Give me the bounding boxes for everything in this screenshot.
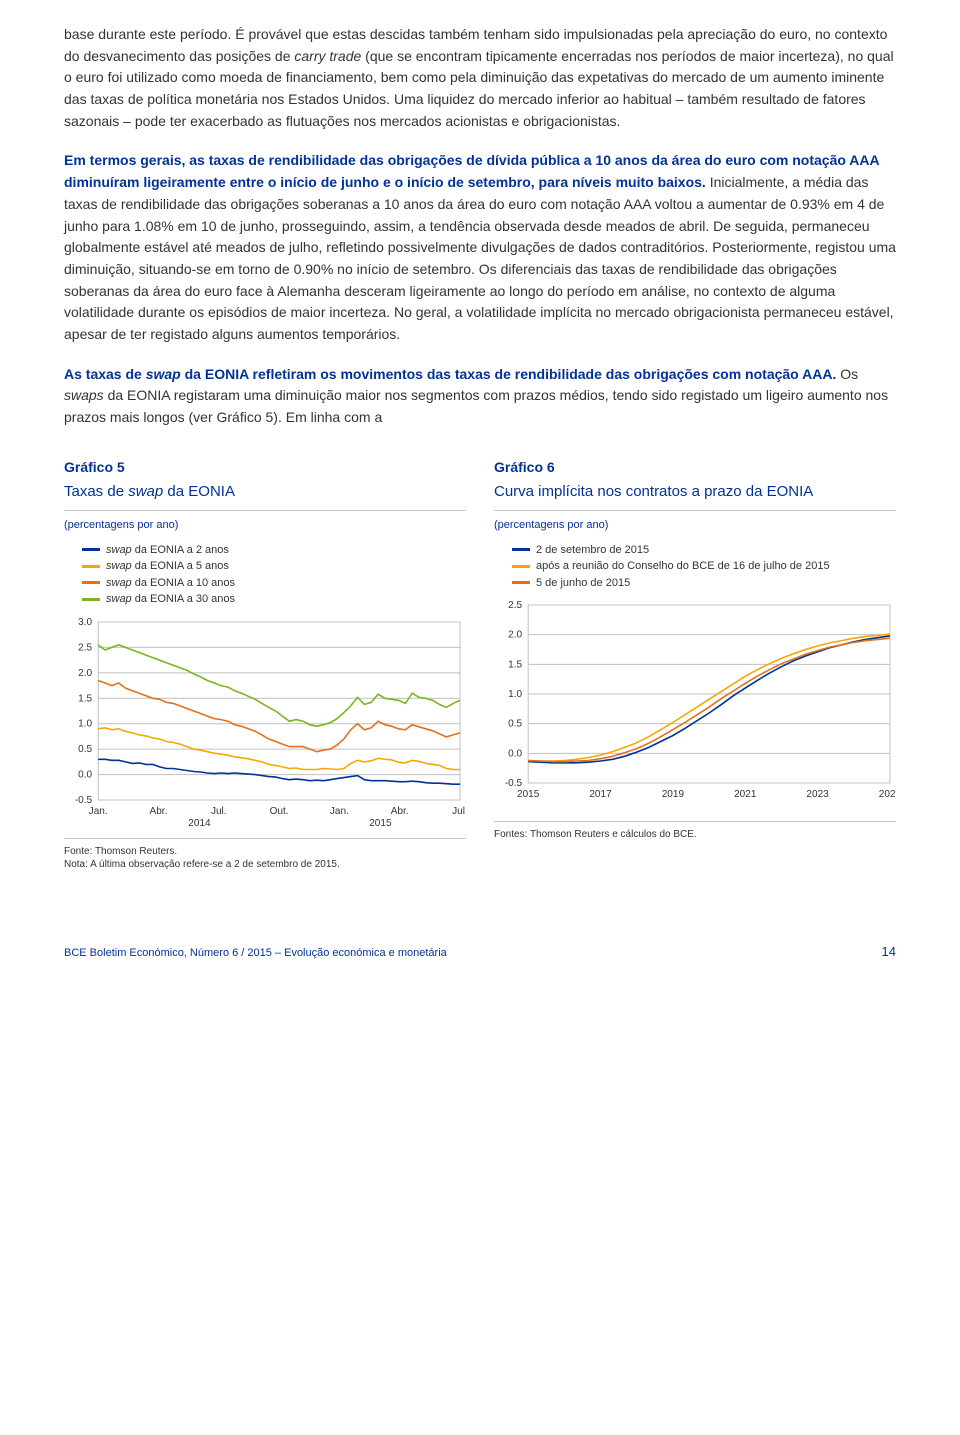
chart6-title: Curva implícita nos contratos a prazo da… <box>494 480 896 503</box>
chart5-legend: swap da EONIA a 2 anosswap da EONIA a 5 … <box>64 542 466 608</box>
chart6-label: Gráfico 6 <box>494 457 896 479</box>
chart6-area: -0.5 0.0 0.5 1.0 1.5 2.0 2.5 2015 2017 2019 2021 20… <box>494 601 896 811</box>
svg-text:0.0: 0.0 <box>508 749 522 760</box>
svg-text:0.0: 0.0 <box>78 769 92 780</box>
svg-text:2.0: 2.0 <box>508 630 522 641</box>
chart5-title: Taxas de swap da EONIA <box>64 480 466 503</box>
svg-text:2017: 2017 <box>589 789 612 800</box>
svg-text:Jul.: Jul. <box>211 806 227 817</box>
svg-text:Out.: Out. <box>270 806 289 817</box>
para-1: base durante este período. É provável qu… <box>64 24 896 132</box>
chart5-sub: (percentagens por ano) <box>64 517 466 534</box>
svg-text:Jan.: Jan. <box>89 806 108 817</box>
svg-text:2023: 2023 <box>806 789 829 800</box>
legend-swatch <box>82 565 100 568</box>
legend-item: 2 de setembro de 2015 <box>512 542 896 559</box>
chart5-area: -0.5 0.0 0.5 1.0 1.5 2.0 2.5 3.0 Jan. Abr. Jul. Out… <box>64 618 466 828</box>
svg-text:2.0: 2.0 <box>78 668 92 679</box>
legend-text: swap da EONIA a 5 anos <box>106 558 229 575</box>
svg-text:2015: 2015 <box>517 789 540 800</box>
legend-swatch <box>82 581 100 584</box>
legend-swatch <box>512 548 530 551</box>
svg-text:2015: 2015 <box>369 818 392 828</box>
svg-text:3.0: 3.0 <box>78 618 92 628</box>
svg-text:0.5: 0.5 <box>78 744 92 755</box>
svg-text:2.5: 2.5 <box>78 642 92 653</box>
legend-swatch <box>512 565 530 568</box>
svg-text:1.5: 1.5 <box>508 660 522 671</box>
chart6-legend: 2 de setembro de 2015após a reunião do C… <box>494 542 896 592</box>
chart6-foot: Fontes: Thomson Reuters e cálculos do BC… <box>494 821 896 842</box>
legend-item: swap da EONIA a 5 anos <box>82 558 466 575</box>
p3-rest-b: da EONIA registaram uma diminuição maior… <box>64 387 888 425</box>
legend-item: 5 de junho de 2015 <box>512 575 896 592</box>
legend-text: swap da EONIA a 2 anos <box>106 542 229 559</box>
svg-text:Jul.: Jul. <box>452 806 466 817</box>
chart5-rule <box>64 510 466 511</box>
legend-item: swap da EONIA a 10 anos <box>82 575 466 592</box>
p3-rest-a: Os <box>836 366 858 382</box>
legend-item: swap da EONIA a 2 anos <box>82 542 466 559</box>
chart6: Gráfico 6 Curva implícita nos contratos … <box>494 457 896 872</box>
para-2: Em termos gerais, as taxas de rendibilid… <box>64 150 896 345</box>
svg-text:1.0: 1.0 <box>78 718 92 729</box>
legend-item: swap da EONIA a 30 anos <box>82 591 466 608</box>
chart6-sub: (percentagens por ano) <box>494 517 896 534</box>
p1-i: carry trade <box>294 48 361 64</box>
legend-text: swap da EONIA a 10 anos <box>106 575 235 592</box>
svg-text:2021: 2021 <box>734 789 757 800</box>
legend-text: swap da EONIA a 30 anos <box>106 591 235 608</box>
legend-text: após a reunião do Conselho do BCE de 16 … <box>536 558 830 575</box>
svg-text:Abr.: Abr. <box>391 806 409 817</box>
footer-line: BCE Boletim Económico, Número 6 / 2015 –… <box>64 945 447 962</box>
legend-item: após a reunião do Conselho do BCE de 16 … <box>512 558 896 575</box>
p2-rest: Inicialmente, a média das taxas de rendi… <box>64 174 896 342</box>
svg-text:1.5: 1.5 <box>78 693 92 704</box>
chart5-label: Gráfico 5 <box>64 457 466 479</box>
svg-text:-0.5: -0.5 <box>75 795 93 806</box>
p3-lead-b: da EONIA refletiram os movimentos das ta… <box>181 366 837 382</box>
chart5: Gráfico 5 Taxas de swap da EONIA (percen… <box>64 457 466 872</box>
svg-text:2.5: 2.5 <box>508 601 522 611</box>
p3-lead-i: swap <box>146 366 181 382</box>
para-3: As taxas de swap da EONIA refletiram os … <box>64 364 896 429</box>
svg-text:2025: 2025 <box>879 789 896 800</box>
chart5-foot: Fonte: Thomson Reuters. Nota: A última o… <box>64 838 466 872</box>
p3-rest-i: swaps <box>64 387 104 403</box>
legend-text: 2 de setembro de 2015 <box>536 542 649 559</box>
page-footer: BCE Boletim Económico, Número 6 / 2015 –… <box>64 942 896 962</box>
svg-text:-0.5: -0.5 <box>505 778 523 789</box>
svg-text:2019: 2019 <box>662 789 685 800</box>
legend-swatch <box>512 581 530 584</box>
svg-text:2014: 2014 <box>188 818 211 828</box>
svg-text:0.5: 0.5 <box>508 719 522 730</box>
svg-text:Jan.: Jan. <box>330 806 349 817</box>
footer-page: 14 <box>882 942 896 962</box>
chart6-rule <box>494 510 896 511</box>
body-text: base durante este período. É provável qu… <box>64 24 896 429</box>
charts-row: Gráfico 5 Taxas de swap da EONIA (percen… <box>64 457 896 872</box>
legend-text: 5 de junho de 2015 <box>536 575 630 592</box>
p3-lead-a: As taxas de <box>64 366 146 382</box>
legend-swatch <box>82 598 100 601</box>
legend-swatch <box>82 548 100 551</box>
svg-text:1.0: 1.0 <box>508 689 522 700</box>
svg-text:Abr.: Abr. <box>150 806 168 817</box>
